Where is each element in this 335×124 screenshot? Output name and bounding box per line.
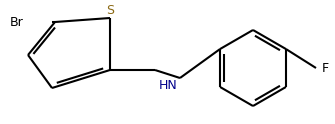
Text: F: F bbox=[322, 62, 329, 75]
Text: S: S bbox=[106, 4, 114, 17]
Text: HN: HN bbox=[159, 79, 178, 92]
Text: Br: Br bbox=[10, 16, 24, 29]
